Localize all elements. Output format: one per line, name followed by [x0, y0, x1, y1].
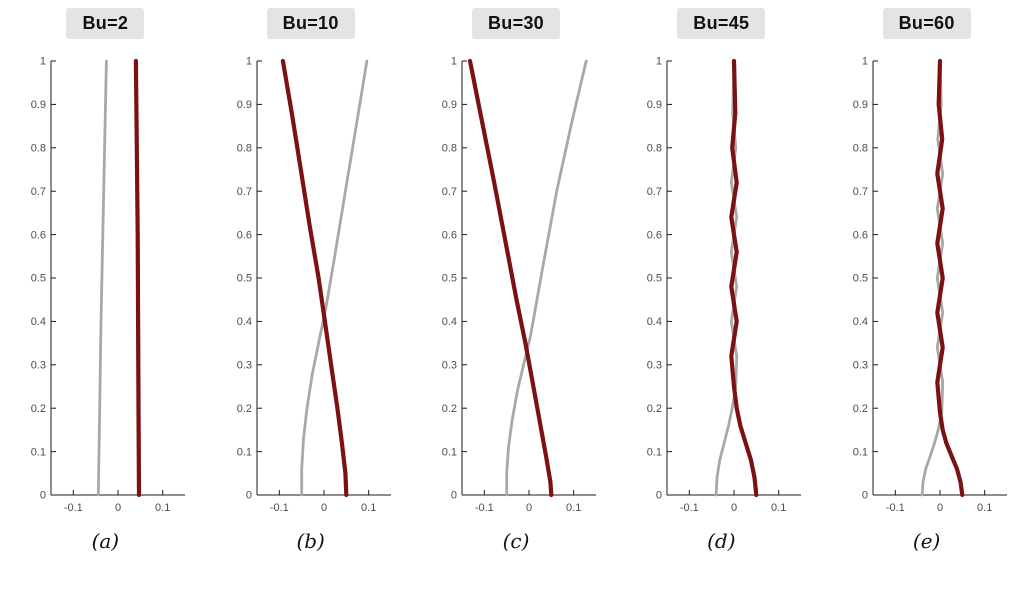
- svg-text:0: 0: [937, 502, 943, 514]
- svg-text:0.2: 0.2: [236, 403, 251, 415]
- svg-text:0.6: 0.6: [852, 229, 867, 241]
- svg-text:1: 1: [246, 56, 252, 68]
- svg-text:0.1: 0.1: [442, 446, 457, 458]
- svg-text:0.4: 0.4: [31, 316, 46, 328]
- svg-text:0.6: 0.6: [236, 229, 251, 241]
- panel-caption: (c): [502, 529, 530, 553]
- svg-text:0.7: 0.7: [852, 186, 867, 198]
- svg-text:0.8: 0.8: [442, 143, 457, 155]
- svg-text:0.8: 0.8: [647, 143, 662, 155]
- svg-text:0.7: 0.7: [647, 186, 662, 198]
- svg-text:0.8: 0.8: [852, 143, 867, 155]
- svg-text:-0.1: -0.1: [270, 502, 289, 514]
- panel-title: Bu=60: [882, 8, 971, 39]
- svg-text:0: 0: [862, 490, 868, 502]
- svg-text:-0.1: -0.1: [475, 502, 494, 514]
- panel-title: Bu=2: [66, 8, 145, 39]
- svg-text:0.7: 0.7: [442, 186, 457, 198]
- svg-text:0.9: 0.9: [852, 99, 867, 111]
- svg-text:0.7: 0.7: [236, 186, 251, 198]
- svg-text:-0.1: -0.1: [680, 502, 699, 514]
- svg-text:0.4: 0.4: [236, 316, 251, 328]
- panel-caption: (a): [91, 529, 120, 553]
- svg-text:1: 1: [862, 56, 868, 68]
- line-plot: 0 0.1 0.2 0.3 0.4 0.5 0.6 0.7 0.8 0.9 1 -0.1 0 0.1: [236, 56, 391, 514]
- line-plot: 0 0.1 0.2 0.3 0.4 0.5 0.6 0.7 0.8 0.9 1 -0.1 0 0.1: [647, 56, 802, 514]
- panel-title: Bu=30: [471, 8, 560, 39]
- svg-text:0.2: 0.2: [31, 403, 46, 415]
- svg-text:0.5: 0.5: [31, 273, 46, 285]
- line-plot: 0 0.1 0.2 0.3 0.4 0.5 0.6 0.7 0.8 0.9 1 -0.1 0 0.1: [442, 56, 596, 514]
- svg-text:0.3: 0.3: [236, 360, 251, 372]
- svg-text:0.1: 0.1: [155, 502, 170, 514]
- svg-text:0.5: 0.5: [236, 273, 251, 285]
- svg-text:0.1: 0.1: [566, 502, 581, 514]
- panel-title: Bu=45: [677, 8, 766, 39]
- panel-caption: (d): [707, 529, 736, 553]
- svg-text:0: 0: [40, 490, 46, 502]
- svg-text:0.3: 0.3: [442, 360, 457, 372]
- svg-text:0.5: 0.5: [442, 273, 457, 285]
- svg-text:0.5: 0.5: [647, 273, 662, 285]
- svg-text:0.2: 0.2: [647, 403, 662, 415]
- svg-text:-0.1: -0.1: [64, 502, 83, 514]
- svg-text:0.6: 0.6: [647, 229, 662, 241]
- svg-text:0: 0: [731, 502, 737, 514]
- panel-b: Bu=10 0 0.1 0.2 0.3 0.4 0.5 0.6 0.7 0.8 0.9 1 -0.1 0…: [211, 8, 411, 553]
- svg-text:0.6: 0.6: [442, 229, 457, 241]
- svg-text:0.8: 0.8: [236, 143, 251, 155]
- svg-text:0.4: 0.4: [647, 316, 662, 328]
- panel-c: Bu=30 0 0.1 0.2 0.3 0.4 0.5 0.6 0.7 0.8 0.9 1 -0.1 0…: [416, 8, 616, 553]
- panel-e: Bu=60 0 0.1 0.2 0.3 0.4 0.5 0.6 0.7 0.8 0.9 1 -0.1 0…: [827, 8, 1027, 553]
- svg-text:0: 0: [656, 490, 662, 502]
- panel-caption: (e): [912, 529, 941, 553]
- svg-text:0.1: 0.1: [852, 446, 867, 458]
- svg-text:0.1: 0.1: [31, 446, 46, 458]
- svg-text:0.8: 0.8: [31, 143, 46, 155]
- svg-text:0: 0: [451, 490, 457, 502]
- svg-text:0.1: 0.1: [361, 502, 376, 514]
- svg-text:-0.1: -0.1: [885, 502, 904, 514]
- line-plot: 0 0.1 0.2 0.3 0.4 0.5 0.6 0.7 0.8 0.9 1 -0.1 0 0.1: [31, 56, 186, 514]
- panel-a: Bu=2 0 0.1 0.2 0.3 0.4 0.5 0.6 0.7 0.8 0.9 1 -0.1 0 0…: [5, 8, 205, 553]
- svg-text:0.5: 0.5: [852, 273, 867, 285]
- svg-text:0.3: 0.3: [31, 360, 46, 372]
- svg-text:0.7: 0.7: [31, 186, 46, 198]
- svg-text:0.9: 0.9: [31, 99, 46, 111]
- svg-text:0.1: 0.1: [977, 502, 992, 514]
- svg-text:0.2: 0.2: [442, 403, 457, 415]
- svg-text:0.3: 0.3: [852, 360, 867, 372]
- line-plot: 0 0.1 0.2 0.3 0.4 0.5 0.6 0.7 0.8 0.9 1 -0.1 0 0.1: [852, 56, 1007, 514]
- svg-text:0.9: 0.9: [236, 99, 251, 111]
- svg-text:0.1: 0.1: [771, 502, 786, 514]
- svg-text:0.9: 0.9: [647, 99, 662, 111]
- svg-text:0: 0: [246, 490, 252, 502]
- panel-title: Bu=10: [266, 8, 355, 39]
- panel-d: Bu=45 0 0.1 0.2 0.3 0.4 0.5 0.6 0.7 0.8 0.9 1 -0.1 0…: [621, 8, 821, 553]
- svg-text:0.6: 0.6: [31, 229, 46, 241]
- panel-caption: (b): [296, 529, 325, 553]
- svg-text:0.4: 0.4: [852, 316, 867, 328]
- svg-text:0: 0: [526, 502, 532, 514]
- svg-text:1: 1: [656, 56, 662, 68]
- svg-text:0: 0: [115, 502, 121, 514]
- svg-text:0.2: 0.2: [852, 403, 867, 415]
- svg-text:0: 0: [321, 502, 327, 514]
- svg-text:0.9: 0.9: [442, 99, 457, 111]
- svg-text:0.4: 0.4: [442, 316, 457, 328]
- svg-text:0.1: 0.1: [236, 446, 251, 458]
- svg-text:1: 1: [451, 56, 457, 68]
- svg-text:1: 1: [40, 56, 46, 68]
- svg-text:0.3: 0.3: [647, 360, 662, 372]
- svg-text:0.1: 0.1: [647, 446, 662, 458]
- figure-row: Bu=2 0 0.1 0.2 0.3 0.4 0.5 0.6 0.7 0.8 0.9 1 -0.1 0 0…: [5, 8, 1027, 553]
